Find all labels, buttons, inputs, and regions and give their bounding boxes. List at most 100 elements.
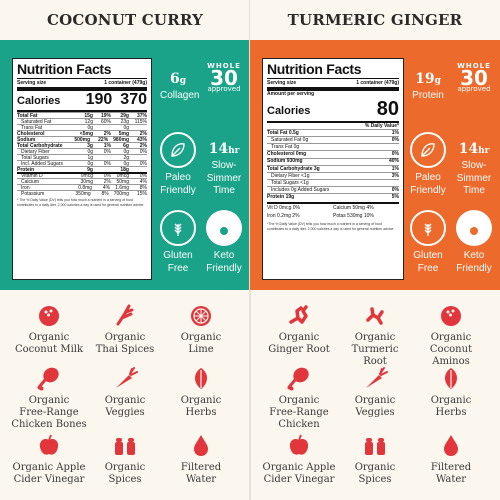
nutrient-row: Cholesterol 0mg 0% xyxy=(267,150,399,157)
nutrient-row: Dietary Fiber 0g 0% 0g 0% xyxy=(17,148,147,155)
ingredient-label: Free-Range xyxy=(19,407,79,418)
nutrient-row: Total Carbohydrate 3g 1% 6g 2% xyxy=(17,142,147,149)
nutrient-row: Sodium 500mg 22% 980mg 43% xyxy=(17,136,147,143)
nutrient-value: 1% xyxy=(103,142,111,149)
slow-simmer-badge: 14hr Slow- Simmer Time xyxy=(206,141,242,196)
nutrient-value: 2% xyxy=(139,130,147,137)
ingredient-label: Root xyxy=(363,356,387,367)
avocado-icon xyxy=(456,210,492,246)
nutrient-row: Calcium 30mg 2% 50mg 4% xyxy=(17,178,147,185)
coconut-icon xyxy=(8,302,90,328)
serving-label: Serving size xyxy=(17,80,47,86)
nutrient-value: 12g xyxy=(84,118,93,125)
serving-value: 1 container (479g) xyxy=(104,80,147,86)
spice-shakers-icon xyxy=(334,432,416,458)
calories-value: 190 xyxy=(85,91,113,109)
ingredient-label: Organic xyxy=(28,332,70,343)
whole30-badge: WHOLE 30 approved xyxy=(207,62,241,93)
spice-shakers-icon xyxy=(84,432,166,458)
ingredient-label: Water xyxy=(185,474,217,485)
nutrient-row: Cholesterol <5mg 2% 5mg 2% xyxy=(17,130,147,137)
water-drop-icon xyxy=(160,432,242,458)
nutrient-name: Trans Fat 0g xyxy=(271,144,300,151)
ingredient-label: Veggies xyxy=(355,407,395,418)
ingredient-label: Coconut xyxy=(429,344,473,355)
slow-simmer-badge: 14hr Slow- Simmer Time xyxy=(456,141,492,196)
nutrient-value: 0mcg xyxy=(80,173,93,180)
ingredient-label: Organic xyxy=(430,332,472,343)
nutrient-values: 0.8mg 4% 1.6mg 8% xyxy=(78,185,147,191)
nutrient-dv: 0% xyxy=(391,151,399,158)
calories-label: Calories xyxy=(17,94,61,107)
nutrient-value: 5mg xyxy=(118,130,129,137)
nutrient-rows: Total Fat 0.5g 1% Saturated Fat 0g 0% Trans … xyxy=(267,128,399,201)
nutrient-value: 1g xyxy=(87,154,93,161)
nutrient-name: Protein xyxy=(17,166,35,173)
nutrient-value: 1.6mg xyxy=(115,184,129,191)
nutrient-rows: Total Fat 15g 19% 29g 37% Saturated Fat 12g 60%… xyxy=(17,112,147,197)
nutrient-value: 3g xyxy=(87,142,93,149)
nutrient-name: Total Sugars xyxy=(21,154,49,161)
nutrient-value: 15g xyxy=(84,112,93,119)
nutrient-value: 0g xyxy=(123,124,129,131)
keto-friendly-badge: Keto Friendly xyxy=(202,210,246,275)
apple-icon xyxy=(258,432,340,458)
nutrient-value: 29g xyxy=(120,112,129,119)
nutrient-value: 0% xyxy=(103,160,111,167)
ingredient-label: Organic xyxy=(354,462,396,473)
calories-value: 370 xyxy=(120,91,147,109)
nutrient-row: Potassium 350mg 8% 700mg 15% xyxy=(17,190,147,197)
protein-badge: 6g Collagen xyxy=(160,71,200,101)
ingredient-item: Organic Turmeric Root xyxy=(334,302,416,368)
nutrient-dv: 1% xyxy=(391,129,399,136)
coconut-icon xyxy=(410,302,492,328)
ingredient-item: Organic Veggies xyxy=(334,365,416,419)
ingredient-item: Organic Thai Spices xyxy=(84,302,166,356)
nutrient-name: Total Carbohydrate 3g xyxy=(267,165,320,172)
carrot-icon xyxy=(334,365,416,391)
turmeric-ginger-panel: TURMERIC GINGER Nutrition Facts Serving … xyxy=(250,0,500,500)
ingredient-label: Thai Spices xyxy=(95,344,155,355)
ingredient-label: Organic xyxy=(354,332,396,343)
nutrient-value: 30mg xyxy=(80,178,93,185)
ingredient-item: Organic Herbs xyxy=(410,365,492,419)
nutrient-name: Protein 19g xyxy=(267,194,295,201)
ingredient-item: Organic Apple Cider Vinegar xyxy=(258,432,340,486)
nutrient-value: 8% xyxy=(101,190,109,197)
nutrient-row: Total Fat 15g 19% 29g 37% xyxy=(17,112,147,119)
nutrient-name: Incl. Added Sugars xyxy=(21,160,63,167)
nutrient-name: Vitamin D xyxy=(21,173,43,180)
nutrient-name: Trans Fat xyxy=(21,124,43,131)
nutrient-value: 19% xyxy=(100,112,111,119)
nutrition-band: Nutrition Facts Serving size 1 container… xyxy=(250,40,500,290)
serving-label: Serving size xyxy=(267,80,297,86)
nutrition-footnote: *The % Daily Value (DV) tells you how mu… xyxy=(267,222,395,231)
nutrient-value: 37% xyxy=(136,112,147,119)
nutrient-value: 0% xyxy=(139,148,147,155)
nutrient-dv: 5% xyxy=(391,194,399,201)
micronutrient: Iron 0.2mg 2% xyxy=(267,212,300,219)
nutrient-value: 4% xyxy=(139,178,147,185)
nutrient-row: Saturated Fat 0g 0% xyxy=(267,135,399,143)
ingredient-label: Spices xyxy=(358,474,392,485)
nutrient-values: 0g 0% 0g 0% xyxy=(80,149,147,155)
protein-badge: 19g Protein xyxy=(412,71,444,101)
nutrient-name: Calcium xyxy=(21,178,40,185)
nutrition-facts-label: Nutrition Facts Serving size 1 container… xyxy=(12,58,152,280)
micronutrient: Calcium 50mg 4% xyxy=(333,204,374,211)
nutrient-dv: 1% xyxy=(391,165,399,172)
nutrient-value: 4% xyxy=(102,184,111,191)
ingredient-item: Organic Coconut Milk xyxy=(8,302,90,356)
nutrient-name: Total Sugars <1g xyxy=(271,180,309,187)
ingredient-label: Organic Apple xyxy=(262,462,336,473)
nutrient-name: Potassium xyxy=(21,190,45,197)
leaf-icon xyxy=(410,132,446,168)
nutrient-name: Total Fat 0.5g xyxy=(267,129,299,136)
nutrient-values: 1g 2g xyxy=(80,155,147,161)
amount-label: Amount per serving xyxy=(267,91,315,98)
ingredient-label: Organic xyxy=(104,395,146,406)
paleo-friendly-badge: Paleo Friendly xyxy=(158,132,198,197)
nutrient-row: Trans Fat 0g xyxy=(267,143,399,150)
ingredient-label: Organic xyxy=(104,462,146,473)
ingredient-label: Water xyxy=(435,474,467,485)
